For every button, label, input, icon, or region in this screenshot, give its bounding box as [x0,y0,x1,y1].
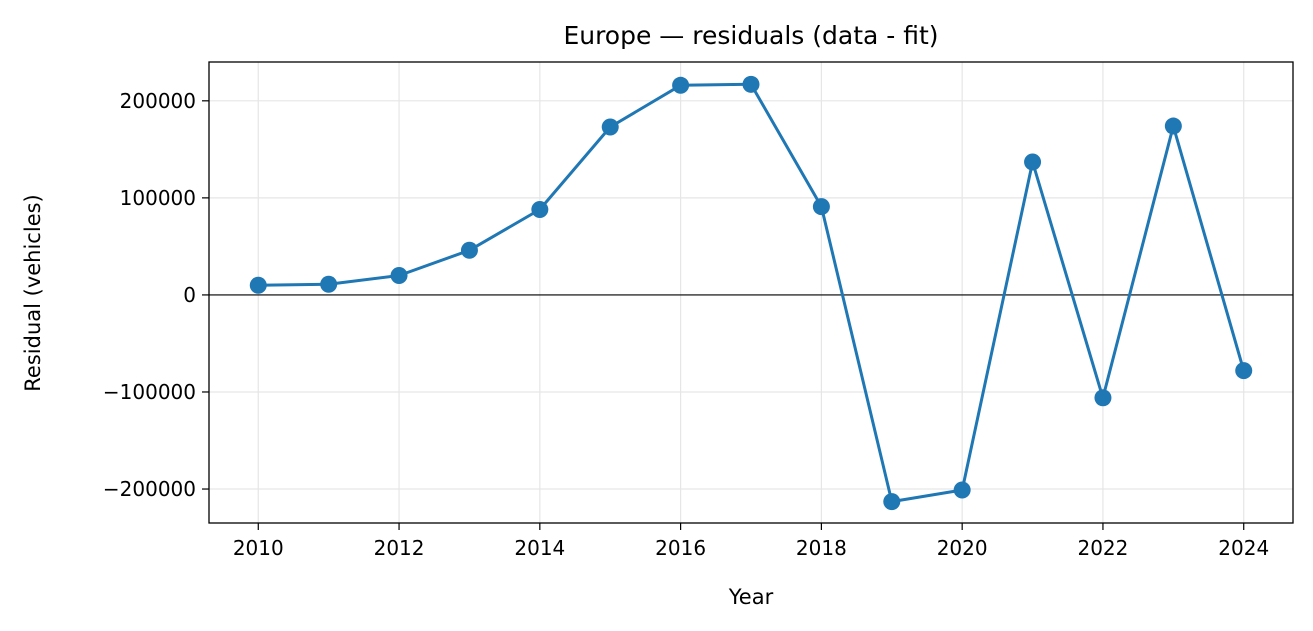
x-tick-label: 2010 [233,536,284,560]
data-point [531,201,549,219]
data-point [812,198,830,216]
chart-title: Europe — residuals (data - fit) [563,21,938,50]
data-point [1094,389,1112,407]
data-point [1235,362,1253,380]
y-axis-ticks: −200000 −100000 0 100000 200000 [103,89,209,501]
data-series [249,75,1253,511]
x-tick-label: 2022 [1077,536,1128,560]
data-point [320,275,338,293]
y-tick-label: 0 [183,283,196,307]
x-tick-label: 2024 [1218,536,1269,560]
x-tick-label: 2016 [655,536,706,560]
x-tick-label: 2018 [796,536,847,560]
y-tick-label: 200000 [120,89,196,113]
y-axis-label: Residual (vehicles) [21,194,45,391]
x-axis-label: Year [728,585,774,609]
y-tick-label: −100000 [103,380,196,404]
x-tick-label: 2012 [374,536,425,560]
data-point [742,75,760,93]
x-tick-label: 2014 [514,536,565,560]
x-tick-label: 2020 [937,536,988,560]
x-axis-ticks: 2010 2012 2014 2016 2018 2020 2022 2024 [233,523,1269,560]
plot-area-frame [208,61,1294,524]
y-tick-label: −200000 [103,477,196,501]
data-point [460,241,478,259]
data-point [601,118,619,136]
data-point [953,481,971,499]
data-point [672,76,690,94]
data-point [883,493,901,511]
y-tick-label: 100000 [120,186,196,210]
data-point [1024,153,1042,171]
data-point [249,276,267,294]
data-point [1164,117,1182,135]
data-point [390,267,408,285]
